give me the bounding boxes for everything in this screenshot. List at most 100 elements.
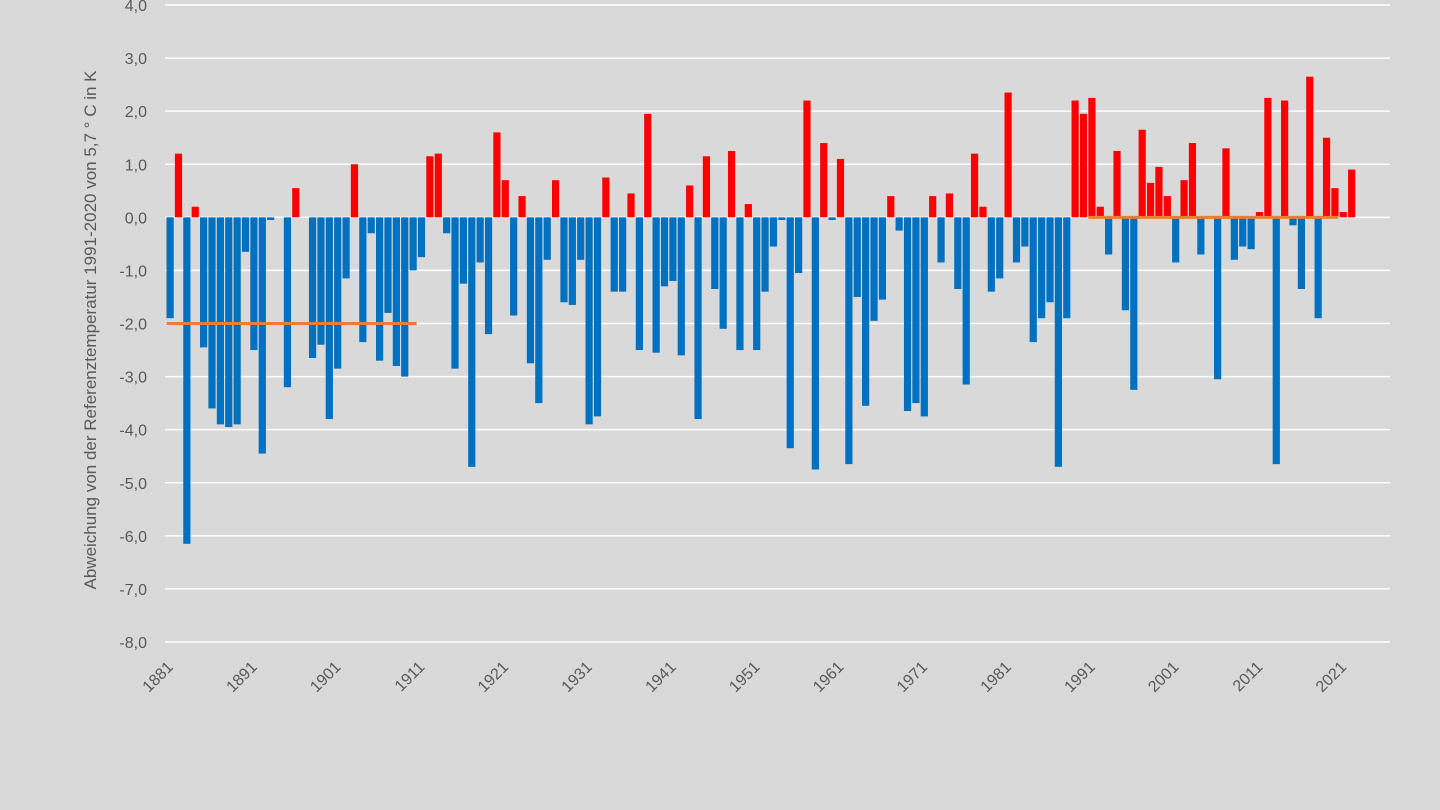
bar-2004 [1197,217,1205,255]
y-tick-label: 3,0 [125,51,147,68]
bar-1940 [660,217,669,287]
bar-1891 [250,217,258,351]
bar-1961 [836,158,845,218]
bar-1978 [979,206,987,218]
bar-1883 [183,217,191,544]
bar-1909 [401,217,409,377]
y-tick-label: -1,0 [119,263,147,280]
bar-1971 [920,217,928,417]
bar-1884 [191,206,199,218]
x-tick-label: 1991 [1062,659,1099,696]
bar-1972 [929,196,937,218]
bar-1912 [426,156,434,218]
x-tick-label: 1891 [224,659,261,696]
bar-1997 [1138,129,1146,218]
bar-1990 [1079,113,1088,218]
bar-1908 [392,217,400,366]
bar-1887 [216,217,224,425]
bar-1914 [443,217,451,234]
bar-1896 [292,188,300,218]
bar-1947 [719,217,727,329]
bar-1963 [853,217,861,297]
y-axis-title: Abweichung von der Referenztemperatur 19… [81,70,100,590]
bar-1967 [887,196,895,218]
bar-1994 [1113,150,1121,218]
bar-1968 [895,217,903,231]
bar-1950 [744,204,752,218]
bar-1906 [376,217,384,361]
bar-1959 [820,143,828,218]
bar-2017 [1306,76,1314,218]
bar-1964 [862,217,870,406]
bar-1989 [1071,100,1079,218]
bar-1954 [778,217,786,220]
bar-1979 [987,217,995,292]
bar-1935 [619,217,627,292]
bar-1974 [945,193,954,218]
bar-1942 [677,217,685,356]
bar-1895 [283,217,292,388]
y-tick-label: 2,0 [125,104,147,121]
bar-2008 [1230,217,1238,260]
bar-1984 [1029,217,1037,343]
bar-1983 [1021,217,1029,247]
bar-1982 [1012,217,1021,263]
bar-1918 [476,217,484,263]
y-tick-label: -4,0 [119,423,147,440]
bar-2006 [1214,217,1222,380]
bar-1951 [753,217,761,351]
bar-1977 [970,153,979,218]
bar-1892 [258,217,266,454]
bar-2003 [1188,143,1197,218]
reference-lines [166,215,1339,325]
bar-1941 [669,217,677,282]
bar-1890 [241,217,250,252]
x-axis-tick-labels: 1881 1891 1901 1911 1921 1931 1941 1951 1961 1971… [140,659,1350,696]
bar-1932 [593,217,602,417]
bar-1999 [1155,166,1163,218]
bar-1931 [585,217,593,425]
x-tick-label: 2011 [1230,659,1266,695]
y-tick-label: -6,0 [119,529,147,546]
bar-1939 [652,217,660,353]
bar-1930 [577,217,585,260]
bar-1927 [551,180,560,218]
bar-2001 [1172,217,1180,263]
bar-1913 [434,153,442,218]
bar-1934 [610,217,618,292]
bar-1920 [493,132,501,218]
bar-1944 [694,217,702,420]
bar-1882 [174,153,183,218]
bar-1993 [1105,217,1113,255]
bar-1902 [342,217,350,279]
bar-1936 [627,193,635,218]
bar-1916 [459,217,467,284]
bar-1938 [644,113,652,218]
bar-1995 [1121,217,1130,311]
bar-2007 [1222,148,1230,218]
bar-1922 [510,217,518,316]
bar-1910 [409,217,417,271]
bar-1898 [308,217,317,358]
bar-1923 [518,196,526,218]
bar-1969 [903,217,912,412]
bar-1949 [736,217,744,351]
y-tick-label: -5,0 [119,476,147,493]
bar-1996 [1130,217,1138,390]
x-tick-label: 1921 [475,659,512,696]
y-tick-label: 1,0 [125,157,147,174]
bar-1921 [501,180,509,218]
x-tick-label: 1931 [559,659,596,696]
bar-1955 [786,217,794,449]
x-tick-label: 1941 [643,659,680,696]
x-tick-label: 1901 [307,659,344,696]
bar-1911 [417,217,426,258]
bar-1976 [962,217,970,385]
bar-1998 [1146,182,1155,218]
bar-1904 [359,217,367,343]
x-tick-label: 1981 [978,659,1015,696]
x-tick-label: 1911 [392,659,428,695]
y-tick-label: -8,0 [119,635,147,652]
bar-1988 [1063,217,1071,319]
